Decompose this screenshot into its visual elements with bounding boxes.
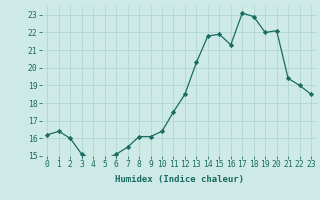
- X-axis label: Humidex (Indice chaleur): Humidex (Indice chaleur): [115, 175, 244, 184]
